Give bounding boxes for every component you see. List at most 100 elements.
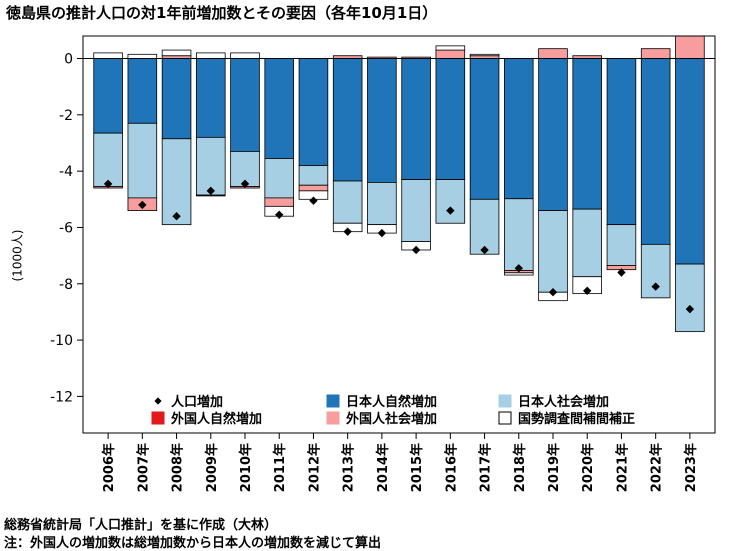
bar-jp_natural-7 (332, 58, 363, 182)
marker-total-6 (309, 196, 318, 205)
x-tick-label-7: 2013年 (341, 443, 357, 492)
bar-jp_social-14 (572, 208, 602, 278)
x-tick-label-2: 2008年 (170, 443, 186, 492)
x-tick-label-13: 2019年 (546, 443, 562, 492)
method-note: 注：外国人の増加数は総増加数から日本人の増加数を減じて算出 (4, 536, 382, 551)
legend-label-census: 国勢調査間補間補正 (518, 411, 635, 427)
legend-swatch-jp_natural (326, 394, 340, 408)
x-tick-label-1: 2007年 (135, 443, 151, 492)
bar-jp_natural-2 (161, 58, 192, 140)
x-tick-label-11: 2017年 (478, 443, 494, 492)
bar-fr_social-10 (435, 49, 466, 59)
bar-jp_natural-13 (538, 58, 568, 211)
legend-swatch-fr_natural (151, 411, 165, 425)
bar-jp_social-1 (127, 122, 158, 199)
bar-jp_social-12 (504, 198, 534, 271)
x-tick-label-8: 2014年 (375, 443, 391, 492)
bar-jp_social-8 (367, 182, 397, 226)
y-tick-label-2: -4 (59, 164, 73, 180)
bar-jp_social-7 (332, 180, 363, 224)
bar-jp_social-6 (298, 165, 329, 186)
bar-jp_natural-9 (401, 58, 431, 180)
plot-frame (82, 35, 716, 434)
bar-jp_social-10 (435, 179, 466, 224)
marker-total-3 (206, 186, 215, 196)
marker-total-8 (377, 228, 387, 238)
y-tick-label-4: -8 (59, 277, 73, 293)
x-tick-label-5: 2011年 (272, 443, 288, 492)
marker-total-4 (240, 179, 250, 189)
marker-total-0 (103, 179, 113, 189)
y-tick-label-0: 0 (64, 52, 73, 68)
x-tick-label-9: 2015年 (409, 443, 425, 492)
bar-jp_natural-4 (230, 58, 260, 152)
x-tick-label-12: 2018年 (512, 443, 528, 492)
bar-jp_natural-3 (196, 58, 226, 138)
x-tick-label-15: 2021年 (614, 443, 630, 492)
legend-swatch-jp_social (498, 394, 512, 408)
bar-jp_natural-0 (93, 58, 123, 134)
bar-jp_social-17 (675, 263, 705, 333)
bar-jp_natural-10 (435, 58, 466, 180)
bar-census-3 (196, 52, 226, 59)
bar-jp_social-3 (196, 136, 226, 196)
bar-fr_social-13 (538, 48, 568, 59)
bar-jp_social-5 (264, 158, 294, 199)
marker-total-5 (275, 210, 284, 219)
x-tick-label-14: 2020年 (580, 443, 596, 492)
bar-fr_social-6 (298, 184, 329, 192)
x-tick-label-3: 2009年 (204, 443, 220, 492)
source-note: 総務省統計局「人口推計」を基に作成（大林） (4, 518, 278, 533)
bar-fr_social-3 (196, 194, 226, 197)
bar-fr_social-16 (640, 48, 671, 59)
marker-total-12 (514, 264, 523, 273)
y-tick-label-6: -12 (50, 389, 73, 405)
bar-jp_social-0 (93, 132, 123, 188)
bar-jp_social-13 (538, 210, 568, 293)
bar-census-1 (127, 53, 158, 59)
bar-census-12 (504, 272, 534, 276)
x-tick-label-10: 2016年 (443, 443, 459, 492)
legend-swatch-census (498, 411, 512, 425)
bar-jp_social-9 (401, 179, 431, 242)
bar-jp_natural-12 (504, 58, 534, 200)
bar-census-0 (93, 52, 123, 59)
marker-total-9 (411, 245, 421, 255)
marker-total-10 (446, 206, 455, 215)
bar-jp_natural-16 (640, 58, 671, 245)
bar-census-2 (161, 49, 192, 57)
legend-label-fr_natural: 外国人自然増加 (170, 411, 262, 427)
chart-title: 徳島県の推計人口の対1年前増加数とその要因（各年10月1日） (6, 4, 438, 22)
marker-total-14 (583, 286, 592, 296)
bar-jp_natural-1 (127, 58, 158, 124)
bar-jp_social-11 (469, 198, 500, 255)
legend-label-jp_social: 日本人社会増加 (518, 394, 609, 410)
bar-jp_social-2 (161, 138, 192, 226)
legend-label-fr_social: 外国人社会増加 (345, 411, 437, 427)
bar-jp_natural-8 (367, 58, 397, 183)
marker-total-17 (685, 304, 695, 314)
marker-total-11 (480, 245, 489, 255)
bar-jp_natural-15 (606, 58, 637, 226)
legend-swatch-total (154, 397, 162, 405)
y-tick-label-5: -10 (50, 333, 73, 349)
y-tick-label-3: -6 (59, 220, 73, 236)
bar-jp_natural-17 (675, 58, 705, 265)
x-tick-label-17: 2023年 (683, 443, 699, 492)
legend-swatch-fr_social (326, 411, 340, 425)
bar-jp_natural-6 (298, 58, 329, 166)
bar-census-11 (469, 53, 500, 57)
y-tick-label-1: -2 (59, 108, 73, 124)
bar-jp_natural-11 (469, 58, 500, 200)
bar-census-10 (435, 45, 466, 51)
bar-census-4 (230, 52, 260, 59)
marker-total-13 (548, 288, 558, 297)
x-tick-label-16: 2022年 (649, 443, 665, 492)
bar-jp_natural-5 (264, 58, 294, 159)
marker-total-7 (343, 227, 352, 236)
bar-fr_social-17 (675, 35, 705, 59)
bar-fr_social-5 (264, 197, 294, 207)
x-tick-label-6: 2012年 (306, 443, 322, 492)
marker-total-1 (138, 200, 147, 210)
